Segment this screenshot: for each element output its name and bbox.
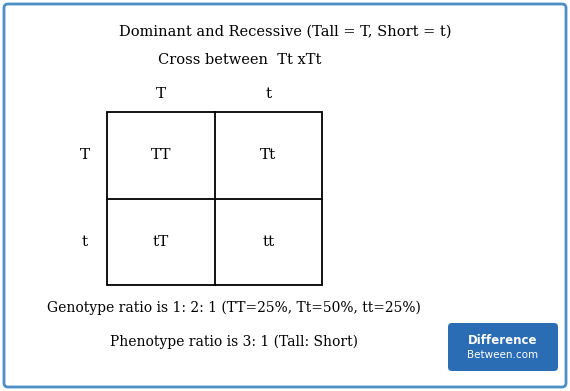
Text: Genotype ratio is 1: 2: 1 (TT=25%, Tt=50%, tt=25%): Genotype ratio is 1: 2: 1 (TT=25%, Tt=50… [47,301,421,315]
Text: tT: tT [153,235,169,249]
FancyBboxPatch shape [448,323,558,371]
Text: T: T [156,87,166,101]
Bar [107,112,322,285]
Text: TT: TT [150,148,171,162]
Text: Tt: Tt [260,148,276,162]
Text: t: t [265,87,271,101]
Text: Difference: Difference [468,334,538,346]
Text: Phenotype ratio is 3: 1 (Tall: Short): Phenotype ratio is 3: 1 (Tall: Short) [110,335,358,349]
Text: t: t [82,235,88,249]
FancyBboxPatch shape [4,4,566,387]
Text: Dominant and Recessive (Tall = T, Short = t): Dominant and Recessive (Tall = T, Short … [119,25,451,39]
Text: T: T [80,148,90,162]
Text: Cross between  Tt xTt: Cross between Tt xTt [158,53,321,67]
Text: tt: tt [262,235,274,249]
Text: Between.com: Between.com [467,350,539,360]
